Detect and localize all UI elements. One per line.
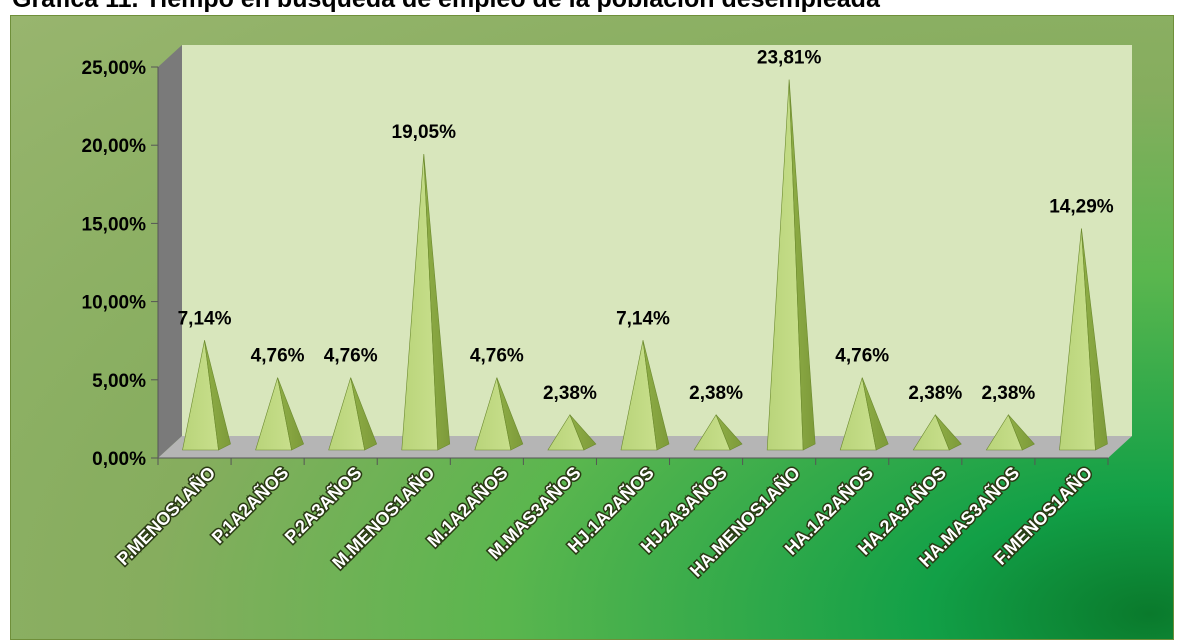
side-wall [158,45,182,458]
pyramid-bar-side [788,79,816,451]
pyramid-bar-side [423,154,451,451]
y-tick-label: 5,00% [92,371,146,392]
pyramid-bar-side [496,377,524,451]
y-tick-label: 25,00% [82,58,147,79]
data-label: 4,76% [251,346,305,367]
data-label: 23,81% [757,48,822,69]
data-label: 2,38% [543,383,597,404]
pyramid-bar-side [1008,414,1035,451]
y-tick-label: 0,00% [92,449,146,470]
x-tick-label: P.MENOS1AÑO [112,462,219,569]
pyramid-bar-side [642,340,670,451]
pyramid-bar-side [715,414,743,451]
data-label: 7,14% [616,308,670,329]
y-tick-label: 15,00% [82,214,147,235]
data-label: 2,38% [908,383,962,404]
pyramid-bar-side [350,377,378,451]
chart-area: 0,00% 5,00% 10,00% 15,00% 20,00% 25,00% 7,14% P… [10,15,1174,640]
data-label: 19,05% [392,122,457,143]
data-label: 4,76% [324,346,378,367]
data-label: 2,38% [689,383,743,404]
pyramid-bar-side [569,414,597,451]
data-label: 2,38% [981,383,1035,404]
y-tick-label: 10,00% [82,293,147,314]
data-label: 4,76% [470,346,524,367]
pyramid-bar-side [204,340,231,451]
y-tick-label: 20,00% [82,136,147,157]
back-wall [182,45,1132,436]
pyramid-bar-side [277,377,304,451]
pyramid-bar-side [861,377,889,451]
data-label: 14,29% [1049,197,1114,218]
data-label: 4,76% [835,346,889,367]
data-label: 7,14% [178,308,232,329]
pyramid-bar-side [935,414,962,451]
pyramid-bar-chart: 0,00% 5,00% 10,00% 15,00% 20,00% 25,00% 7,14% P… [82,45,1132,582]
x-tick-label: P.1A2AÑOS [207,462,292,547]
pyramid-bar-side [1081,228,1108,451]
chart-title: Grafica 11. Tiempo en búsqueda de empleo… [0,0,1186,15]
